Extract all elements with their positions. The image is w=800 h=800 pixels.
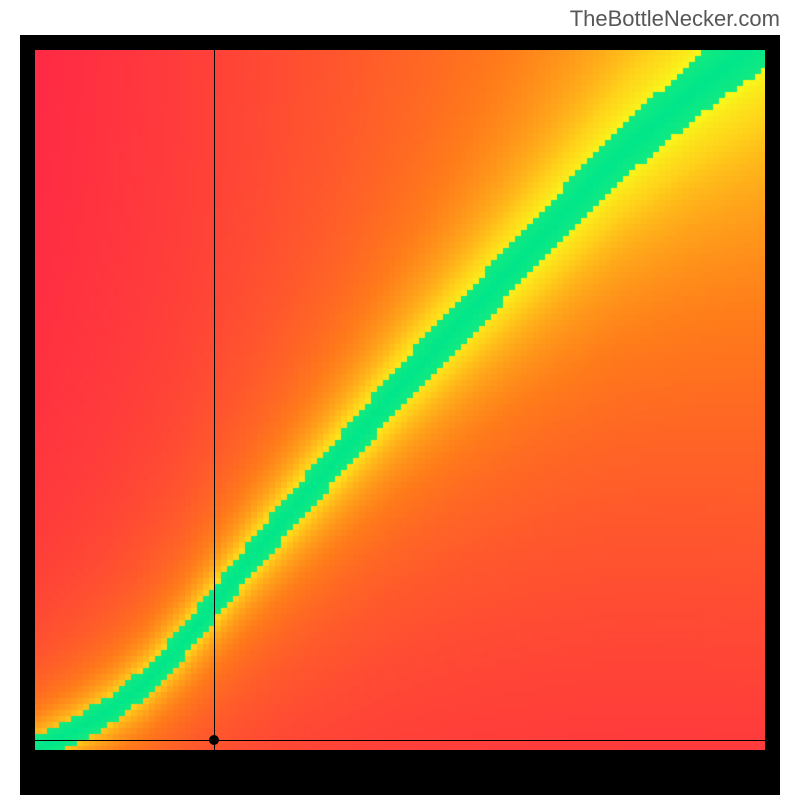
plot-frame — [20, 35, 780, 795]
watermark-text: TheBottleNecker.com — [570, 6, 780, 32]
crosshair-marker — [209, 735, 219, 745]
crosshair-horizontal — [35, 740, 765, 741]
plot-area — [35, 50, 765, 750]
crosshair-vertical — [214, 50, 215, 750]
heatmap-canvas — [35, 50, 765, 750]
